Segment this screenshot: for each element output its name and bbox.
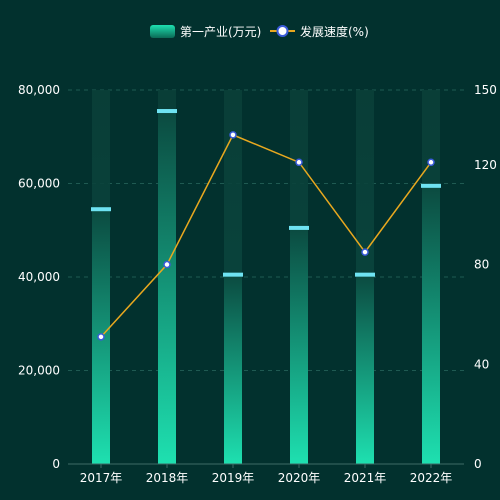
y-left-tick-label: 80,000	[18, 83, 60, 97]
x-tick-label: 2018年	[146, 471, 189, 485]
line-point	[229, 131, 237, 139]
x-tick-label: 2019年	[212, 471, 255, 485]
bar-top-marker	[421, 183, 441, 188]
bar	[422, 185, 440, 464]
legend[interactable]: 第一产业(万元) 发展速度(%)	[150, 24, 369, 39]
y-right-tick-label: 150	[474, 83, 497, 97]
bar-top-marker	[289, 225, 309, 230]
y-right-tick-label: 40	[474, 357, 489, 371]
bar-top-markers	[91, 109, 441, 277]
x-tick-label: 2020年	[278, 471, 321, 485]
bar-top-marker	[355, 272, 375, 277]
y-left-tick-label: 20,000	[18, 364, 60, 378]
series-line	[100, 133, 432, 338]
x-tick-label: 2021年	[344, 471, 387, 485]
bar	[224, 274, 242, 464]
y-right-tick-label: 120	[474, 158, 497, 172]
line-point	[427, 158, 435, 167]
y-axis-left: 0 20,000 40,000 60,000 80,000	[18, 83, 60, 471]
y-left-tick-label: 40,000	[18, 270, 60, 284]
bar	[356, 274, 374, 464]
y-right-tick-label: 0	[474, 457, 482, 471]
x-axis: 2017年 2018年 2019年 2020年 2021年 2022年	[80, 464, 453, 485]
x-tick-label: 2022年	[410, 471, 453, 485]
line-point	[163, 260, 171, 269]
y-left-tick-label: 60,000	[18, 177, 60, 191]
line-point	[361, 248, 369, 256]
y-axis-right: 0 40 80 120 150	[474, 83, 497, 471]
bar-series	[92, 111, 440, 464]
line-point	[295, 158, 303, 167]
legend-line-label: 发展速度(%)	[300, 24, 369, 39]
bar-top-marker	[223, 272, 243, 277]
line-point	[97, 333, 105, 341]
y-left-tick-label: 0	[52, 457, 60, 471]
legend-bar-label: 第一产业(万元)	[180, 25, 261, 39]
bar-top-marker	[91, 207, 111, 212]
legend-line-marker	[276, 25, 289, 37]
bar-top-marker	[157, 109, 177, 114]
bar-backgrounds	[92, 90, 440, 464]
bar	[158, 111, 176, 464]
line-series	[97, 131, 435, 341]
legend-bar-swatch	[150, 25, 175, 38]
grid-lines	[68, 89, 464, 371]
y-right-tick-label: 80	[474, 258, 489, 272]
bar	[290, 227, 308, 464]
x-tick-label: 2017年	[80, 471, 123, 485]
